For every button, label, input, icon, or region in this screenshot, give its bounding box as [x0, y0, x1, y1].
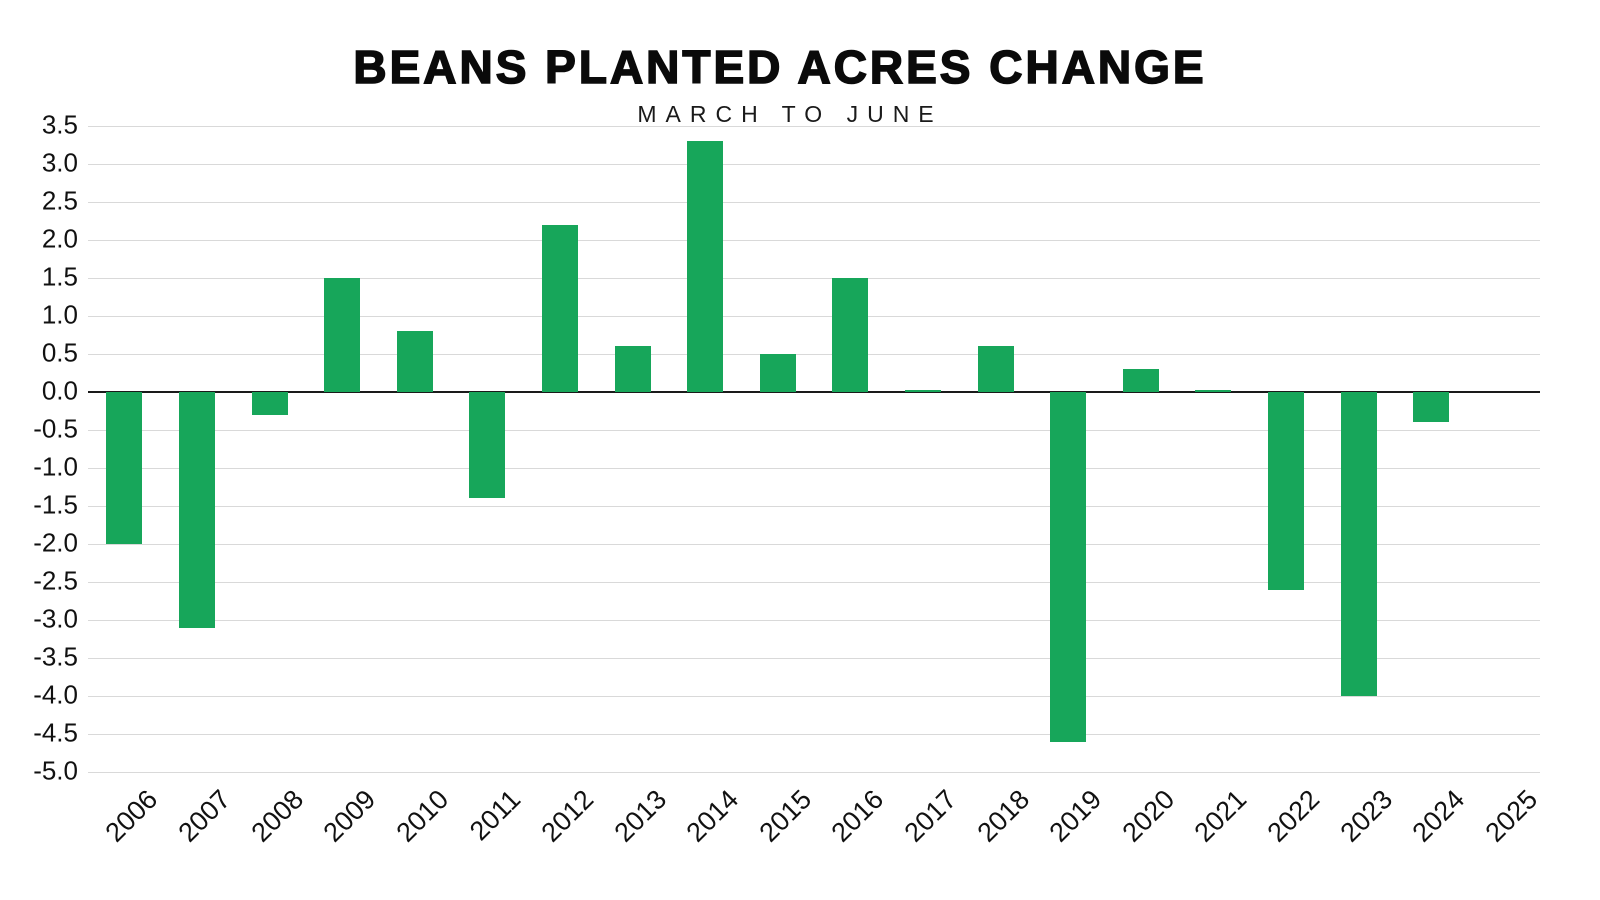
gridline	[88, 164, 1540, 165]
x-axis-tick-label: 2006	[99, 784, 164, 848]
y-axis-tick-label: -5.0	[33, 755, 78, 786]
plot-area: 3.5 3.0 2.5 2.0 1.5 1.0 0.5 0.0 -0.5 -1.0 -1.5 -2.0…	[33, 109, 1543, 847]
gridline	[88, 278, 1540, 279]
x-axis-tick-label: 2021	[1188, 784, 1253, 848]
bar-2017	[904, 390, 941, 392]
x-axis-tick-label: 2016	[825, 784, 890, 848]
bar-2015	[759, 354, 796, 392]
bar-2014	[687, 141, 724, 392]
y-axis-tick-label: 1.0	[41, 299, 78, 330]
x-axis-tick-label: 2011	[464, 784, 527, 847]
y-axis-tick-label: 0.0	[41, 375, 78, 406]
x-axis-tick-label: 2022	[1261, 784, 1326, 848]
gridline	[88, 544, 1540, 545]
y-axis-tick-label: -3.0	[33, 603, 78, 634]
x-axis-tick-label: 2014	[680, 784, 745, 848]
gridline	[88, 620, 1540, 621]
x-axis-tick-label: 2020	[1116, 784, 1180, 848]
gridline	[88, 354, 1540, 355]
bar-2012	[541, 224, 578, 392]
bar-2021	[1195, 390, 1232, 392]
gridline	[88, 202, 1540, 203]
gridline	[88, 734, 1540, 735]
bar-2019	[1050, 392, 1087, 742]
gridline	[88, 126, 1540, 127]
bar-2016	[832, 278, 869, 392]
x-axis-tick-label: 2019	[1043, 784, 1108, 848]
y-axis-tick-label: 0.5	[41, 337, 78, 368]
bar-2011	[469, 392, 506, 499]
bar-2010	[396, 331, 433, 392]
gridline	[88, 582, 1540, 583]
x-axis-tick-label: 2025	[1479, 784, 1543, 848]
x-axis-tick-label: 2023	[1334, 784, 1398, 848]
y-axis-tick-label: -4.0	[33, 679, 78, 710]
bar-2013	[614, 346, 651, 392]
gridline	[88, 430, 1540, 431]
bar-2022	[1267, 392, 1304, 590]
chart-title: BEANS PLANTED ACRES CHANGE	[353, 40, 1207, 94]
bar-2018	[977, 346, 1014, 392]
x-axis-tick-label: 2024	[1406, 784, 1471, 848]
y-axis-tick-label: 2.5	[41, 185, 78, 216]
y-axis-tick-label: 3.0	[41, 147, 78, 178]
x-axis-tick-label: 2009	[317, 784, 382, 848]
y-axis-tick-label: 1.5	[41, 261, 78, 292]
x-axis-tick-label: 2013	[608, 784, 672, 848]
gridline	[88, 658, 1540, 659]
gridline	[88, 468, 1540, 469]
gridline	[88, 772, 1540, 773]
y-axis-tick-label: 3.5	[41, 109, 78, 140]
y-axis-tick-label: -3.5	[33, 641, 78, 672]
bar-2024	[1413, 392, 1450, 423]
y-axis-tick-label: -0.5	[33, 413, 78, 444]
gridline	[88, 240, 1540, 241]
y-axis-tick-label: -1.0	[33, 451, 78, 482]
gridline	[88, 316, 1540, 317]
bar-2020	[1122, 369, 1159, 392]
x-axis-tick-label: 2008	[245, 784, 309, 848]
bar-2007	[178, 392, 215, 628]
y-axis-tick-label: 2.0	[41, 223, 78, 254]
gridline	[88, 696, 1540, 697]
chart-subtitle: MARCH TO JUNE	[637, 101, 943, 127]
bar-2023	[1340, 392, 1377, 696]
y-axis-tick-label: -2.0	[33, 527, 78, 558]
gridline	[88, 506, 1540, 507]
bar-2008	[251, 392, 288, 415]
y-axis-tick-label: -2.5	[33, 565, 78, 596]
bar-2006	[106, 392, 143, 544]
bar-2009	[324, 278, 361, 392]
x-axis-tick-label: 2010	[390, 784, 454, 848]
y-axis-tick-label: -1.5	[33, 489, 78, 520]
x-axis-tick-label: 2017	[898, 784, 963, 848]
y-axis-tick-label: -4.5	[33, 717, 78, 748]
zero-line	[88, 391, 1540, 393]
x-axis-tick-label: 2018	[971, 784, 1035, 848]
x-axis-tick-label: 2015	[753, 784, 817, 848]
x-axis-tick-label: 2012	[535, 784, 600, 848]
x-axis-tick-label: 2007	[172, 784, 237, 848]
